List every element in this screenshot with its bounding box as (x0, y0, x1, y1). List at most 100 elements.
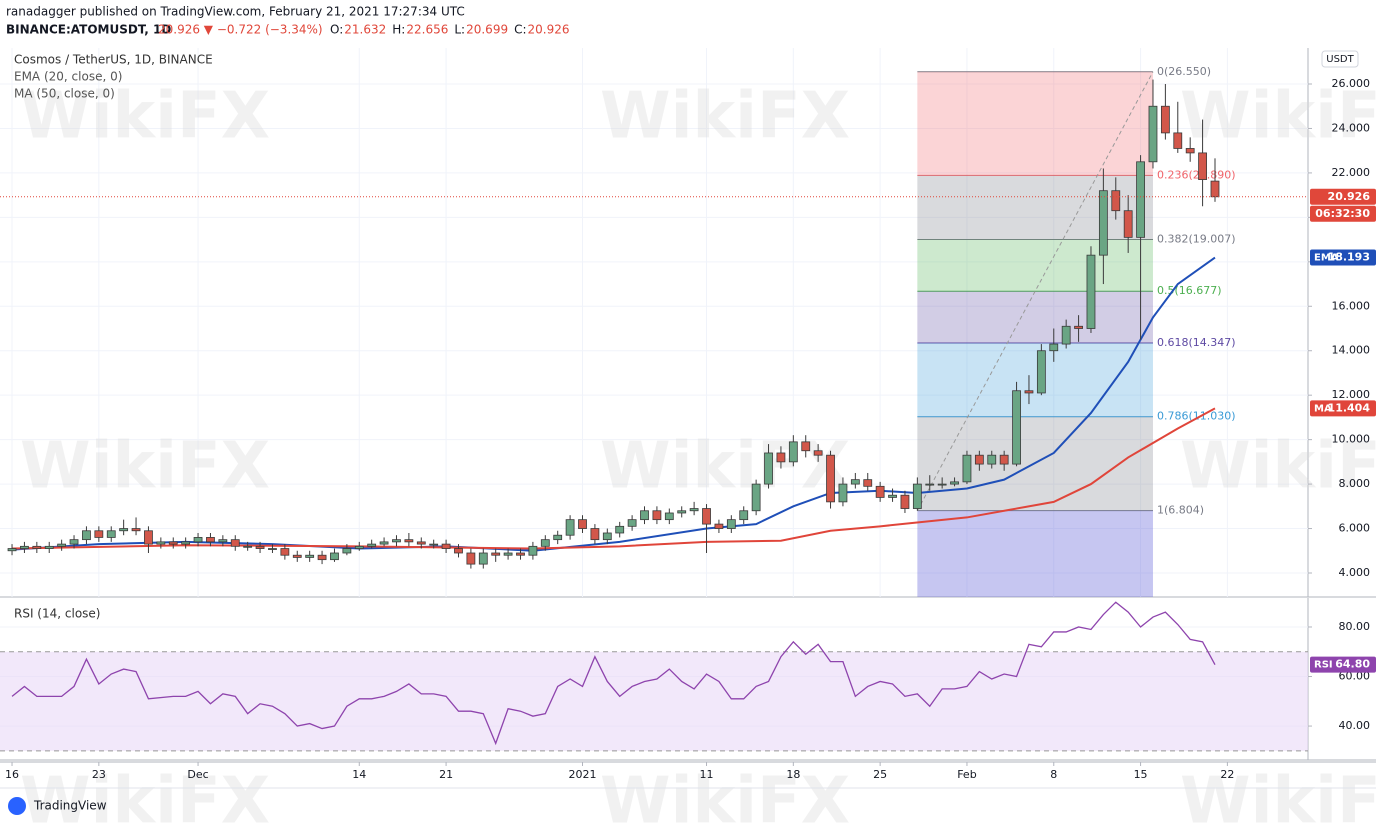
candle-body (764, 452, 773, 485)
fib-trend (916, 71, 1154, 511)
legend-entry: MA (50, close, 0) (14, 87, 115, 101)
candle-body (739, 510, 749, 521)
candle-body (850, 479, 860, 485)
x-tick-label: Feb (957, 768, 976, 781)
candle-body (1036, 350, 1046, 394)
candle-body (627, 519, 637, 527)
candle-body (1049, 343, 1059, 352)
watermark: WikiFX (1180, 765, 1376, 824)
candle-body (206, 537, 215, 543)
watermark: WikiFX (600, 80, 850, 154)
candle-body (7, 548, 17, 552)
candle-body (1160, 105, 1170, 134)
candle-body (1111, 190, 1121, 212)
y-tick-label: 14.000 (1332, 344, 1371, 357)
candle-body (838, 483, 848, 503)
candle-body (280, 548, 290, 556)
candle-body (1123, 210, 1133, 238)
fib-label: 0(26.550) (1157, 65, 1211, 78)
candle-body (181, 541, 191, 545)
candle-body (950, 481, 959, 485)
fib-label: 0.618(14.347) (1157, 336, 1236, 349)
rsi-line (11, 601, 1216, 746)
candle-body (168, 541, 178, 545)
ohlc-key: O: (330, 23, 343, 37)
candle-body (590, 528, 600, 541)
candle-body (305, 554, 315, 558)
candle-body (367, 543, 377, 547)
x-tick-label: 14 (352, 768, 366, 781)
candle-body (32, 545, 42, 549)
currency: USDT (1326, 54, 1354, 65)
candle-body (702, 508, 711, 525)
candle-body (1185, 148, 1195, 154)
y-tick-label: 80.00 (1339, 620, 1371, 633)
fib-band (917, 291, 1153, 344)
x-tick-label: 2021 (569, 768, 597, 781)
candle-body (1136, 161, 1145, 238)
y-tick-label: 22.000 (1332, 166, 1371, 179)
ohlc-value: 21.632 (344, 23, 386, 37)
ohlc-value: 20.926 (528, 23, 570, 37)
brand: TradingView (33, 799, 107, 813)
candle-body (454, 548, 463, 554)
candle-body (491, 552, 501, 556)
x-tick-label: 16 (5, 768, 19, 781)
candle-body (218, 539, 228, 543)
candle-body (1210, 180, 1220, 198)
candle-body (900, 494, 910, 509)
publisher: ranadagger published on TradingView.com,… (6, 5, 465, 19)
y-tick-label: 8.000 (1339, 477, 1371, 490)
candle-body (652, 510, 662, 521)
x-tick-label: 11 (700, 768, 714, 781)
candle-body (516, 552, 525, 556)
x-tick-label: 15 (1134, 768, 1148, 781)
candle-body (640, 510, 649, 521)
overlay-tag-text: 11.404 (1328, 401, 1371, 414)
candle-body (82, 530, 91, 541)
y-tick-label: 16.000 (1332, 299, 1371, 312)
rsi-band (0, 651, 1308, 751)
candle-body (429, 543, 439, 546)
y-tick-label: 60.00 (1339, 670, 1371, 683)
candle-body (937, 483, 947, 486)
price-tag-text: 20.926 (1328, 190, 1371, 203)
fib-band (917, 343, 1153, 417)
candle-body (925, 483, 935, 486)
candle-body (813, 450, 823, 456)
candle-body (987, 454, 997, 465)
candle-body (354, 545, 364, 549)
candle-body (478, 552, 488, 565)
candle-body (974, 454, 984, 465)
candle-body (801, 441, 811, 452)
watermark: WikiFX (600, 765, 850, 824)
candle-body (1098, 190, 1108, 256)
candle-body (466, 552, 476, 565)
y-tick-label: 4.000 (1339, 566, 1371, 579)
x-tick-label: 25 (873, 768, 887, 781)
candle-body (268, 548, 277, 550)
candle-body (912, 483, 922, 509)
candle-body (1198, 152, 1207, 180)
overlay-tag-name: EMA (1314, 253, 1339, 264)
candle-body (776, 452, 786, 463)
candle-body (751, 483, 761, 512)
price-tag: 20.926 (1310, 188, 1376, 205)
x-tick-label: 8 (1050, 768, 1057, 781)
legend-title: Cosmos / TetherUS, 1D, BINANCE (14, 53, 213, 67)
rsi-tag-name: RSI (1314, 660, 1333, 671)
candle-body (1074, 325, 1083, 329)
candle-body (863, 479, 873, 487)
fib-label: 0.786(11.030) (1157, 410, 1236, 423)
candle-body (57, 543, 67, 547)
candle-body (379, 541, 389, 545)
candle-body (875, 485, 885, 498)
candle-body (540, 539, 550, 547)
candle-body (726, 519, 736, 529)
countdown-tag-text: 06:32:30 (1315, 207, 1370, 220)
countdown-tag: 06:32:30 (1310, 205, 1376, 222)
overlay-line (12, 407, 1216, 550)
